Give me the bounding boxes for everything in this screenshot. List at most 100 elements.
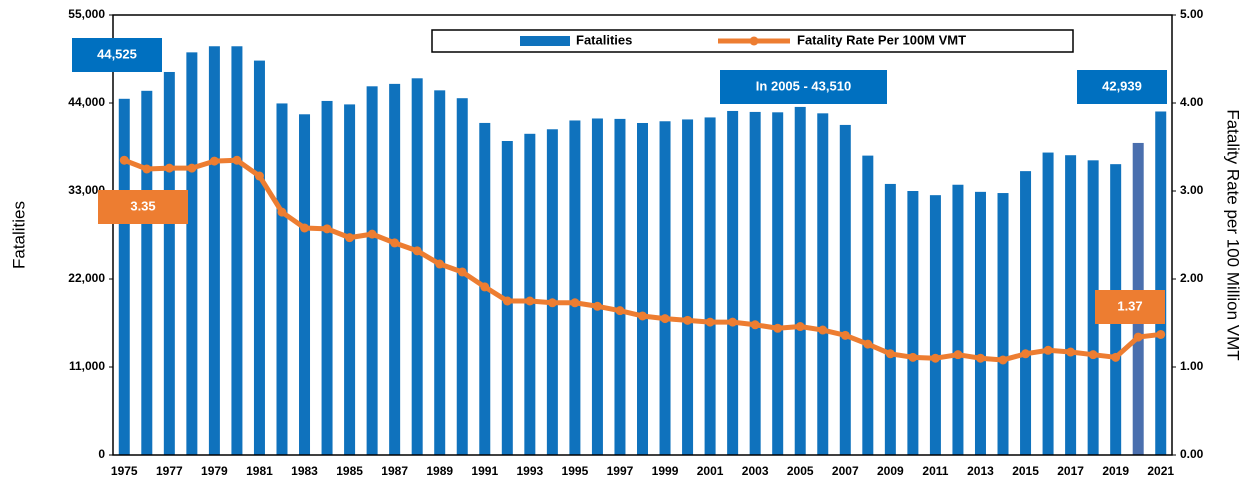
y-tick-label: 55,000: [68, 7, 105, 21]
plot-frame: [112, 14, 1173, 456]
x-tick-label: 2007: [832, 464, 859, 478]
legend-label: Fatality Rate Per 100M VMT: [797, 32, 966, 47]
bar: [659, 121, 671, 455]
marker: [300, 223, 310, 233]
x-tick-label: 1991: [471, 464, 498, 478]
marker: [1088, 350, 1098, 360]
marker: [1156, 329, 1166, 339]
bar: [1155, 111, 1167, 455]
marker: [480, 282, 490, 292]
marker: [1043, 345, 1053, 355]
x-tick-label: 2001: [697, 464, 724, 478]
callout-text: 44,525: [97, 46, 137, 61]
marker: [863, 339, 873, 349]
bar: [186, 52, 198, 456]
x-tick-label: 2003: [742, 464, 769, 478]
x-tick-label: 1993: [516, 464, 543, 478]
x-tick-label: 2013: [967, 464, 994, 478]
marker: [683, 315, 693, 325]
legend-label: Fatalities: [576, 32, 632, 47]
bar: [772, 112, 784, 455]
marker: [367, 229, 377, 239]
bar: [118, 98, 130, 456]
callout-text: 42,939: [1102, 78, 1142, 93]
marker: [277, 207, 287, 217]
marker: [885, 349, 895, 359]
marker: [953, 350, 963, 360]
bar: [1020, 171, 1032, 456]
marker: [818, 325, 828, 335]
x-tick-label: 2011: [922, 464, 948, 478]
x-tick-label: 1987: [381, 464, 408, 478]
marker: [750, 320, 760, 330]
bar: [456, 98, 468, 455]
bar: [299, 114, 311, 456]
x-tick-label: 1995: [562, 464, 589, 478]
callout-box: [72, 38, 162, 72]
bar: [163, 71, 175, 455]
bar: [141, 90, 153, 455]
bar: [208, 46, 220, 455]
bar: [704, 117, 716, 455]
bar: [253, 60, 265, 455]
marker: [164, 163, 174, 173]
x-tick-label: 1999: [652, 464, 679, 478]
bar: [749, 111, 761, 455]
bar: [974, 191, 986, 455]
bar: [524, 133, 536, 456]
bar: [546, 129, 558, 455]
bar: [682, 119, 694, 455]
x-tick-label: 1981: [246, 464, 273, 478]
marker: [773, 323, 783, 333]
marker: [638, 311, 647, 321]
y-tick-label: 44,000: [68, 95, 105, 109]
bar: [637, 122, 648, 455]
y2-tick-label: 4.00: [1180, 95, 1204, 109]
marker: [345, 233, 355, 243]
bar: [952, 184, 964, 455]
y-tick-label: 11,000: [69, 359, 105, 373]
callout-box: [98, 190, 188, 224]
callout-box: [720, 70, 887, 104]
callout-text: In 2005 - 43,510: [756, 78, 851, 93]
marker: [592, 301, 602, 311]
marker: [119, 155, 129, 165]
marker: [908, 352, 918, 362]
marker: [412, 246, 422, 256]
marker: [435, 259, 445, 269]
callout-text: 3.35: [130, 198, 155, 213]
x-tick-label: 1997: [607, 464, 634, 478]
marker: [840, 330, 850, 340]
y2-tick-label: 5.00: [1180, 7, 1204, 21]
y2-axis-title: Fatality Rate per 100 Million VMT: [1224, 109, 1243, 360]
x-tick-label: 1983: [291, 464, 318, 478]
bar: [929, 195, 941, 455]
marker: [1133, 332, 1143, 342]
bar: [231, 46, 243, 455]
x-tick-label: 1989: [426, 464, 453, 478]
bar: [794, 106, 806, 456]
marker: [232, 155, 242, 165]
x-tick-label: 2021: [1147, 464, 1174, 478]
bar: [727, 110, 739, 456]
marker: [570, 298, 580, 308]
bar: [862, 155, 874, 455]
marker: [187, 163, 197, 173]
marker: [1111, 352, 1121, 362]
bar: [907, 191, 919, 455]
bar: [591, 118, 603, 455]
marker: [322, 224, 332, 234]
marker: [1066, 347, 1076, 357]
marker: [254, 171, 264, 181]
legend-marker: [749, 36, 759, 46]
legend-swatch: [520, 36, 570, 46]
bar: [434, 90, 446, 456]
bar: [1087, 160, 1099, 455]
y2-tick-label: 2.00: [1180, 271, 1204, 285]
marker: [705, 317, 715, 327]
marker: [728, 317, 738, 327]
bar: [569, 120, 581, 456]
x-tick-label: 2019: [1102, 464, 1129, 478]
bar: [389, 83, 401, 455]
marker: [795, 322, 805, 332]
